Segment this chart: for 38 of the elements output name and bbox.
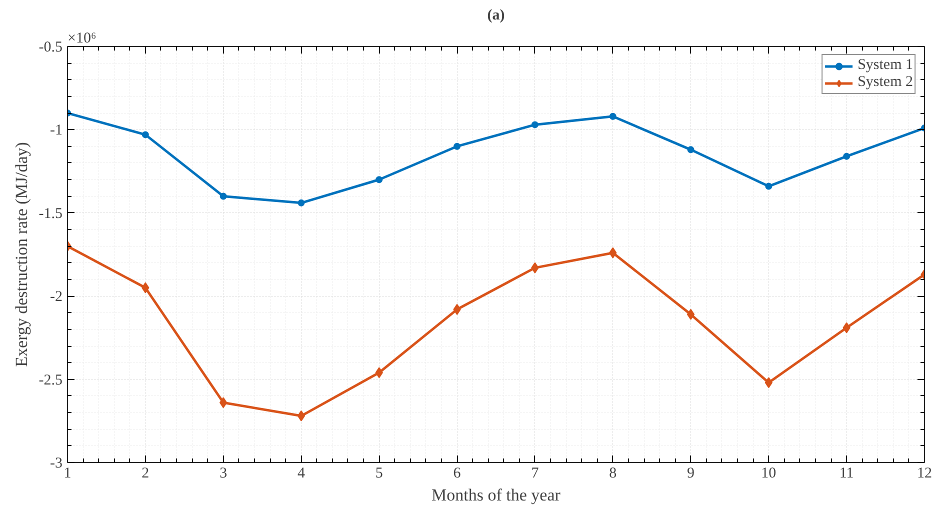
y-axis-title: Exergy destruction rate (MJ/day) xyxy=(12,142,31,367)
x-tick-label: 4 xyxy=(297,466,306,482)
y-tick-label: -1 xyxy=(50,122,63,139)
y-tick-label: -1.5 xyxy=(38,206,63,222)
point xyxy=(142,131,149,138)
x-tick-label: 2 xyxy=(142,466,150,482)
point xyxy=(686,308,695,320)
x-tick-label: 6 xyxy=(453,466,462,482)
x-tick-label: 12 xyxy=(917,466,932,482)
point xyxy=(297,410,306,422)
legend-label: System 2 xyxy=(858,74,913,91)
point xyxy=(687,146,694,154)
y-tick-label: -2 xyxy=(50,289,63,306)
point xyxy=(765,182,772,190)
x-tick-label: 8 xyxy=(609,466,617,482)
point xyxy=(219,397,228,408)
x-axis-title: Months of the year xyxy=(432,486,561,504)
x-tick-label: 11 xyxy=(839,466,854,482)
y-tick-label: -0.5 xyxy=(38,40,63,56)
x-tick-label: 10 xyxy=(761,466,776,482)
point xyxy=(531,121,538,128)
x-tick-label: 7 xyxy=(531,466,540,482)
y-tick-label: -3 xyxy=(50,456,63,472)
point xyxy=(298,199,305,206)
point xyxy=(454,142,461,150)
point xyxy=(609,112,616,120)
point xyxy=(764,377,773,388)
x-tick-label: 1 xyxy=(64,466,72,482)
x-tick-label: 5 xyxy=(375,466,383,482)
y-tick-label: -2.5 xyxy=(38,372,63,388)
point xyxy=(220,192,227,200)
legend-label: System 1 xyxy=(858,57,913,74)
annotation: ×10⁶ xyxy=(68,30,96,46)
x-tick-label: 3 xyxy=(220,466,228,482)
point xyxy=(843,152,850,160)
x-tick-label: 9 xyxy=(687,466,695,482)
point xyxy=(376,176,383,184)
chart-title: (a) xyxy=(487,8,505,24)
